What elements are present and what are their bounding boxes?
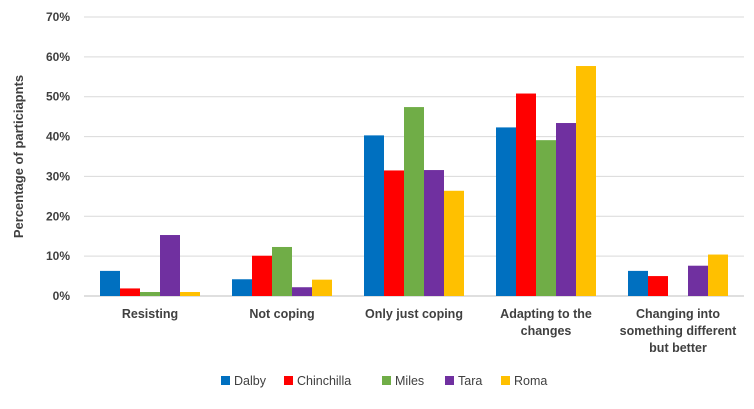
bar-chinchilla-3	[516, 93, 536, 296]
legend-swatch-tara	[445, 376, 454, 385]
bar-dalby-4	[628, 270, 648, 296]
bar-dalby-0	[100, 270, 120, 296]
x-category-label: Only just coping	[365, 307, 463, 321]
bar-roma-3	[576, 66, 596, 296]
bar-chinchilla-1	[252, 255, 272, 296]
y-tick-label: 20%	[46, 209, 70, 223]
legend: Dalby Chinchilla Miles Tara Roma	[221, 374, 547, 388]
y-tick-label: 30%	[46, 169, 70, 183]
bar-dalby-1	[232, 279, 252, 296]
bar-chinchilla-0	[120, 288, 140, 296]
bar-miles-0	[140, 292, 160, 296]
bar-miles-3	[536, 140, 556, 296]
bar-dalby-2	[364, 135, 384, 296]
legend-label-miles: Miles	[395, 374, 424, 388]
legend-swatch-chinchilla	[284, 376, 293, 385]
bar-tara-4	[688, 265, 708, 296]
bar-roma-0	[180, 292, 200, 296]
bar-tara-2	[424, 170, 444, 296]
legend-swatch-roma	[501, 376, 510, 385]
bar-chinchilla-4	[648, 276, 668, 296]
bar-tara-1	[292, 287, 312, 296]
legend-swatch-dalby	[221, 376, 230, 385]
legend-label-dalby: Dalby	[234, 374, 267, 388]
y-tick-label: 10%	[46, 249, 70, 263]
bar-dalby-3	[496, 127, 516, 296]
y-tick-label: 70%	[46, 10, 70, 24]
bar-miles-1	[272, 246, 292, 296]
y-tick-label: 40%	[46, 130, 70, 144]
x-category-label: Adapting to the changes	[500, 307, 592, 338]
x-category-label: Changing into something different but bett…	[620, 307, 738, 355]
legend-swatch-miles	[382, 376, 391, 385]
x-category-label: Not coping	[249, 307, 314, 321]
y-tick-label: 60%	[46, 50, 70, 64]
bars	[100, 66, 728, 297]
bar-miles-2	[404, 107, 424, 296]
bar-tara-3	[556, 123, 576, 297]
bar-roma-2	[444, 190, 464, 296]
x-category-label: Resisting	[122, 307, 178, 321]
y-tick-label: 0%	[53, 289, 71, 303]
bar-chinchilla-2	[384, 170, 404, 296]
legend-label-tara: Tara	[458, 374, 482, 388]
y-axis-ticks: 0% 10% 20% 30% 40% 50% 60% 70%	[46, 10, 70, 303]
bar-tara-0	[160, 235, 180, 296]
legend-label-roma: Roma	[514, 374, 547, 388]
legend-label-chinchilla: Chinchilla	[297, 374, 351, 388]
x-axis-categories: Resisting Not coping Only just coping Adapt…	[122, 307, 737, 355]
y-axis-label: Percentage of particiapnts	[11, 75, 26, 238]
bar-roma-4	[708, 254, 728, 296]
y-tick-label: 50%	[46, 90, 70, 104]
bar-roma-1	[312, 279, 332, 296]
